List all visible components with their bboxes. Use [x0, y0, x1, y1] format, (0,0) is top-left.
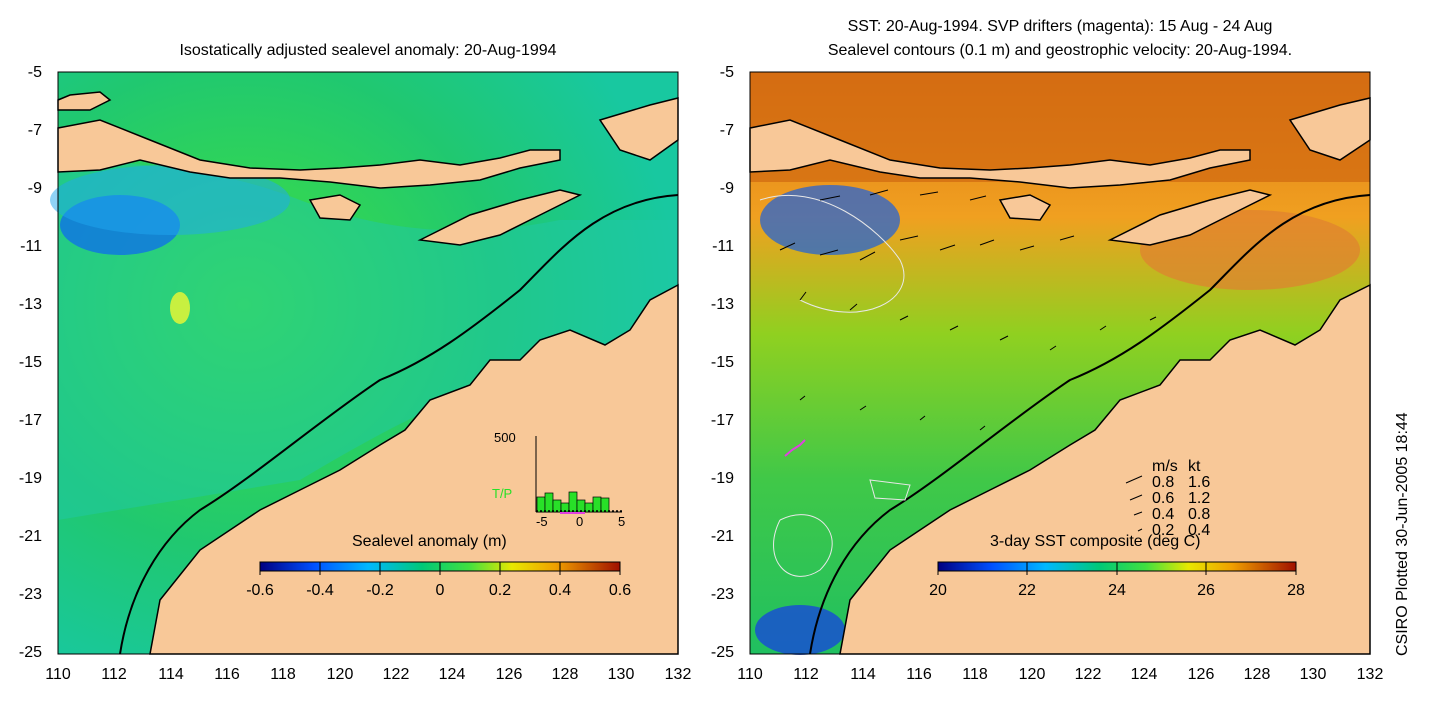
right-map-title-line2: Sealevel contours (0.1 m) and geostrophi… — [827, 42, 1293, 59]
legend-ms: 0.8 — [1152, 474, 1175, 491]
lat-tick: -13 — [18, 296, 42, 313]
lon-tick: 126 — [495, 666, 523, 683]
lon-tick: 128 — [551, 666, 579, 683]
inset-x-tick: 5 — [618, 514, 626, 529]
lon-tick: 120 — [326, 666, 354, 683]
right-colorbar-title: 3-day SST composite (deg C) — [990, 533, 1201, 550]
lon-tick: 124 — [438, 666, 466, 683]
lon-tick: 114 — [158, 666, 184, 683]
colorbar-tick: 0.6 — [608, 582, 632, 599]
lat-tick: -21 — [18, 528, 42, 545]
inset-x-tick: 0 — [576, 514, 584, 529]
island-arc-left — [57, 119, 561, 189]
lon-tick: 110 — [45, 666, 71, 683]
legend-kt: 0.8 — [1188, 506, 1211, 523]
lon-tick: 130 — [607, 666, 635, 683]
colorbar-tick: 0.4 — [548, 582, 572, 599]
credit-label: CSIRO Plotted 30-Jun-2005 18:44 — [1394, 412, 1411, 656]
lat-tick: -11 — [712, 238, 734, 255]
colorbar-tick: 28 — [1287, 582, 1305, 599]
lon-tick: 116 — [214, 666, 240, 683]
svp-drifter-track — [784, 439, 806, 457]
cool-sst-patch — [760, 185, 900, 255]
lon-tick: 110 — [737, 666, 763, 683]
lon-tick: 122 — [1074, 666, 1102, 683]
legend-header-ms: m/s — [1152, 458, 1178, 475]
lat-tick: -23 — [710, 586, 734, 603]
colorbar-tick: -0.6 — [246, 582, 274, 599]
lat-tick: -7 — [27, 122, 42, 139]
lat-tick: -19 — [18, 470, 42, 487]
lon-tick: 130 — [1299, 666, 1327, 683]
lat-tick: -13 — [710, 296, 734, 313]
lon-tick: 112 — [101, 666, 127, 683]
legend-ms: 0.4 — [1152, 506, 1175, 523]
tp-histogram-inset — [535, 436, 622, 514]
lon-tick: 116 — [906, 666, 932, 683]
colorbar-tick: 20 — [929, 582, 947, 599]
lat-tick: -17 — [710, 412, 734, 429]
velocity-legend-arrows — [1125, 475, 1143, 532]
lat-tick: -11 — [20, 238, 42, 255]
inset-x-tick: -5 — [536, 514, 548, 529]
legend-kt: 0.4 — [1188, 522, 1211, 539]
legend-ms: 0.6 — [1152, 490, 1175, 507]
left-map-title: Isostatically adjusted sealevel anomaly:… — [179, 42, 557, 59]
legend-kt: 1.6 — [1188, 474, 1211, 491]
lat-tick: -21 — [710, 528, 734, 545]
colorbar-tick: -0.4 — [306, 582, 334, 599]
lat-tick: -25 — [710, 644, 734, 661]
lon-tick: 118 — [962, 666, 988, 683]
legend-header-kt: kt — [1188, 458, 1201, 475]
lon-tick: 118 — [270, 666, 296, 683]
lat-tick: -25 — [18, 644, 42, 661]
colorbar-tick: 22 — [1018, 582, 1036, 599]
right-map-title-line1: SST: 20-Aug-1994. SVP drifters (magenta)… — [847, 18, 1273, 35]
inset-ymax-label: 500 — [494, 430, 516, 445]
velocity-vectors — [779, 189, 1157, 431]
legend-ms: 0.2 — [1152, 522, 1175, 539]
colorbar-tick: 24 — [1108, 582, 1126, 599]
lon-tick: 132 — [664, 666, 692, 683]
inset-series-label: T/P — [492, 486, 513, 501]
colorbar-tick: 0 — [435, 582, 445, 599]
lat-tick: -23 — [18, 586, 42, 603]
lon-tick: 122 — [382, 666, 410, 683]
lon-tick: 112 — [793, 666, 819, 683]
colorbar-tick: -0.2 — [366, 582, 394, 599]
lat-tick: -5 — [27, 64, 42, 81]
colorbar-tick: 0.2 — [488, 582, 512, 599]
lat-tick: -9 — [27, 180, 42, 197]
lat-tick: -7 — [719, 122, 734, 139]
left-colorbar-title: Sealevel anomaly (m) — [352, 533, 507, 550]
lat-tick: -17 — [18, 412, 42, 429]
island-arc-right — [749, 119, 1251, 189]
lat-tick: -15 — [18, 354, 42, 371]
lat-tick: -19 — [710, 470, 734, 487]
lon-tick: 126 — [1187, 666, 1215, 683]
lat-tick: -9 — [719, 180, 734, 197]
colorbar-tick: 26 — [1197, 582, 1215, 599]
legend-kt: 1.2 — [1188, 490, 1211, 507]
lon-tick: 128 — [1243, 666, 1271, 683]
lat-tick: -5 — [719, 64, 734, 81]
lon-tick: 132 — [1356, 666, 1384, 683]
lon-tick: 114 — [850, 666, 876, 683]
high-anomaly-patch — [170, 292, 190, 324]
lon-tick: 124 — [1130, 666, 1158, 683]
left-map — [50, 71, 679, 655]
lat-tick: -15 — [710, 354, 734, 371]
lon-tick: 120 — [1018, 666, 1046, 683]
